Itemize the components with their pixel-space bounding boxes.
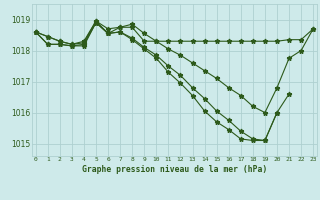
- X-axis label: Graphe pression niveau de la mer (hPa): Graphe pression niveau de la mer (hPa): [82, 165, 267, 174]
